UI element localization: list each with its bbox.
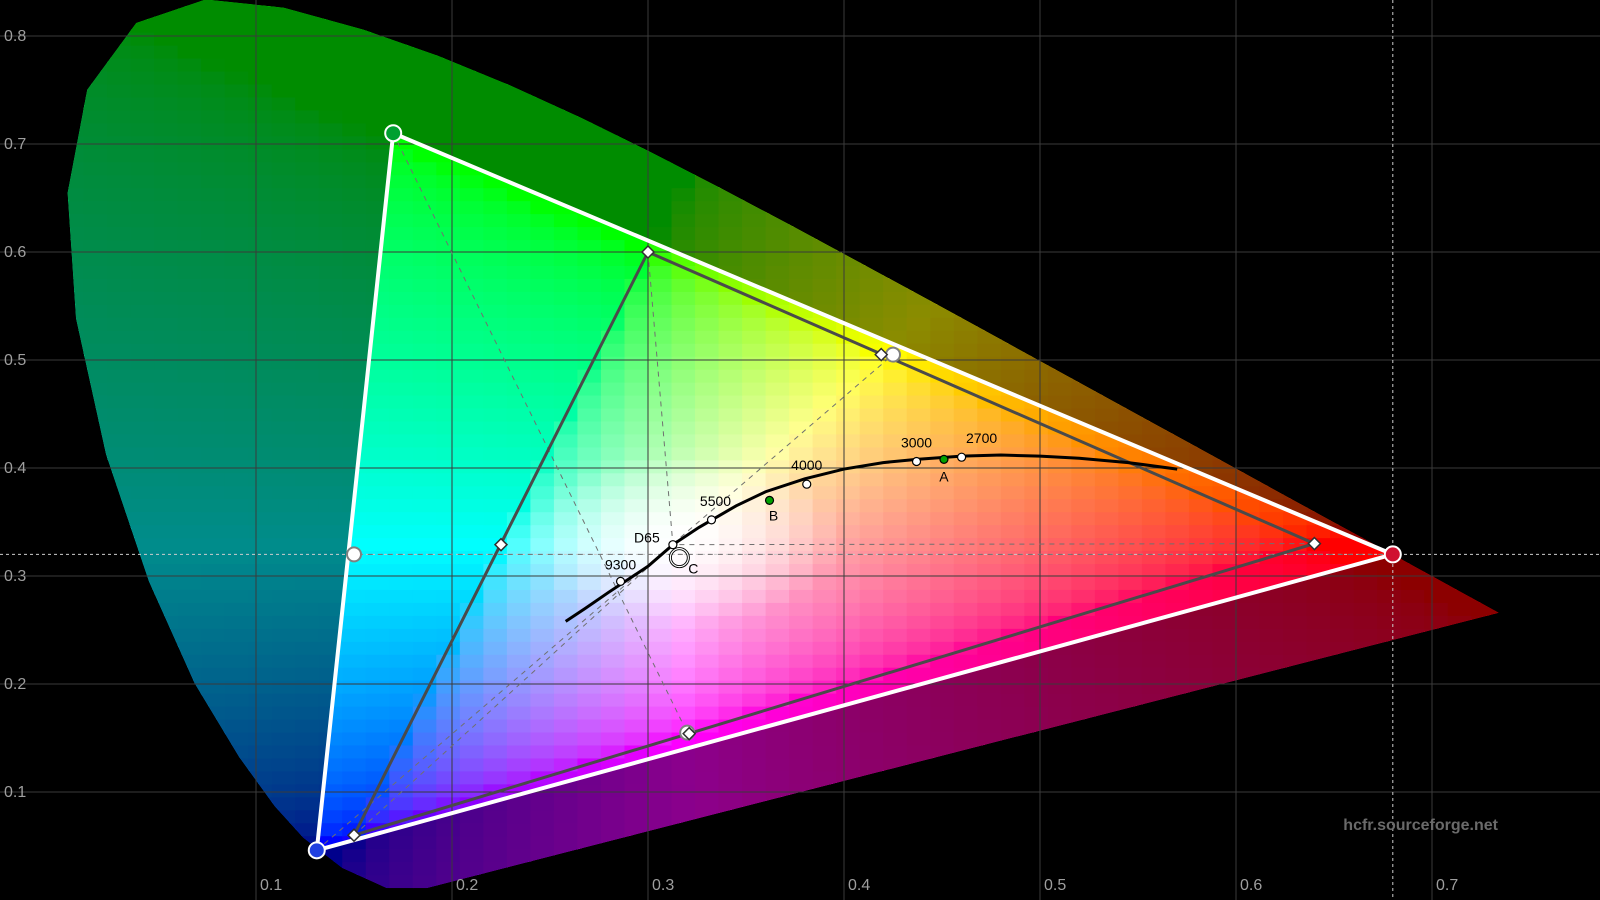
x-tick-0.1: 0.1 (260, 877, 282, 894)
cct-label-5500: 5500 (700, 493, 731, 509)
cct-label-2700: 2700 (966, 430, 997, 446)
cct-label-3000: 3000 (901, 435, 932, 451)
cct-marker-4000 (803, 480, 811, 488)
y-tick-0.6: 0.6 (4, 244, 26, 261)
y-tick-0.1: 0.1 (4, 784, 26, 801)
x-tick-0.4: 0.4 (848, 877, 870, 894)
primary-blue (309, 842, 325, 858)
x-tick-0.5: 0.5 (1044, 877, 1066, 894)
y-tick-0.2: 0.2 (4, 676, 26, 693)
cct-marker-3000 (913, 458, 921, 466)
primary-green (385, 125, 401, 141)
cct-marker-9300 (617, 577, 625, 585)
x-tick-0.2: 0.2 (456, 877, 478, 894)
cct-marker-B (766, 496, 774, 504)
primary-red (1385, 546, 1401, 562)
cct-label-9300: 9300 (605, 556, 636, 572)
cct-label-D65: D65 (634, 530, 660, 546)
measured-white-label: C (688, 561, 698, 577)
y-tick-0.7: 0.7 (4, 136, 26, 153)
watermark: hcfr.sourceforge.net (1343, 817, 1498, 834)
x-tick-0.6: 0.6 (1240, 877, 1262, 894)
cct-marker-2700 (958, 453, 966, 461)
cct-marker-D65 (669, 541, 677, 549)
y-tick-0.3: 0.3 (4, 568, 26, 585)
cct-marker-A (940, 455, 948, 463)
cct-label-B: B (769, 507, 778, 523)
y-tick-0.4: 0.4 (4, 460, 26, 477)
x-tick-0.7: 0.7 (1436, 877, 1458, 894)
secondary-cyan (347, 547, 361, 561)
cie-chromaticity-diagram: 9300 D65 5500 B 4000 3000 A 2700 C 0.1 0.2 0.3 0.4 0.… (0, 0, 1600, 900)
cct-label-A: A (939, 468, 949, 484)
cct-label-4000: 4000 (791, 457, 822, 473)
x-tick-0.3: 0.3 (652, 877, 674, 894)
y-tick-0.8: 0.8 (4, 28, 26, 45)
y-tick-0.5: 0.5 (4, 352, 26, 369)
cct-marker-5500 (708, 516, 716, 524)
